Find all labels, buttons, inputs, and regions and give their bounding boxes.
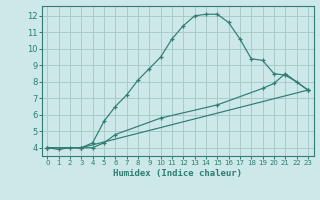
X-axis label: Humidex (Indice chaleur): Humidex (Indice chaleur)	[113, 169, 242, 178]
